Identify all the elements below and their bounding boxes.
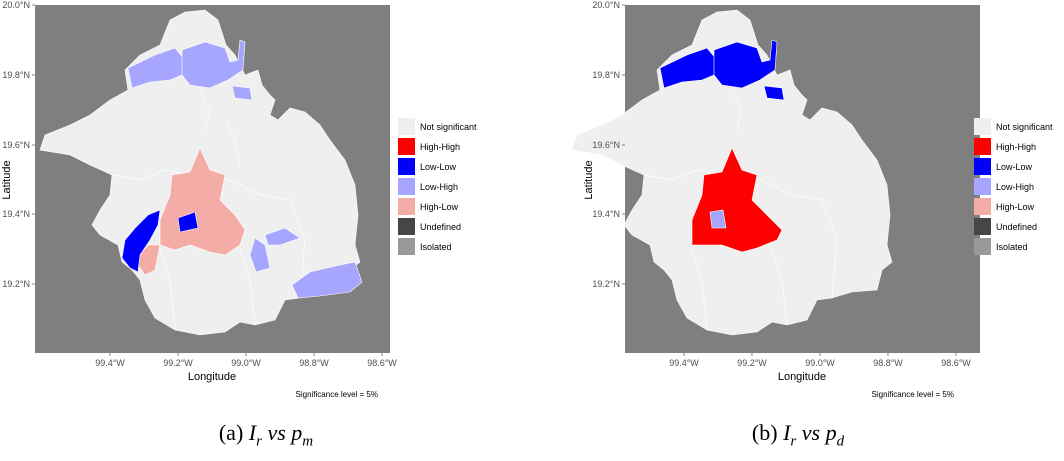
y-axis-title: Latitude <box>583 160 595 199</box>
caption-subscript: m <box>302 433 314 450</box>
y-tick-label: 20.0°N <box>2 0 30 10</box>
caption-prefix: (a) <box>218 420 244 445</box>
region-low-high <box>264 227 301 246</box>
x-tick-label: 99.0°W <box>231 358 261 368</box>
region-low-high <box>231 85 253 101</box>
x-tick-label: 98.8°W <box>873 358 903 368</box>
axis-ticks <box>32 4 383 356</box>
y-tick-label: 19.6°N <box>592 140 620 150</box>
caption-subscript: r <box>256 433 262 450</box>
legend-swatch <box>974 118 991 135</box>
legend-label: Low-Low <box>996 162 1033 172</box>
caption-subscript: r <box>790 433 797 450</box>
caption-b: (b) Ir vs pd <box>532 420 1064 450</box>
caption-subscript: d <box>836 433 845 450</box>
axis-ticks <box>622 4 957 356</box>
caption-vs: vs <box>267 420 286 445</box>
region-low-high <box>249 237 271 273</box>
legend-label: Low-High <box>420 182 458 192</box>
x-tick-label: 98.8°W <box>299 358 329 368</box>
legend-label: Not significant <box>420 122 477 132</box>
legend-swatch <box>398 158 415 175</box>
y-tick-label: 20.0°N <box>592 0 620 10</box>
legend-label: Low-High <box>996 182 1034 192</box>
x-tick-label: 98.6°W <box>367 358 397 368</box>
legend-swatch <box>398 138 415 155</box>
panel-b: 20.0°N 19.8°N 19.6°N 19.4°N 19.2°N 99.4°… <box>532 0 1064 461</box>
y-tick-label: 19.4°N <box>592 209 620 219</box>
caption-var: I <box>783 420 791 445</box>
legend-swatch <box>974 218 991 235</box>
legend-swatch <box>974 198 991 215</box>
region-low-high <box>291 261 363 299</box>
caption-vs: vs <box>801 420 821 445</box>
region-low-low <box>177 211 199 233</box>
legend-swatch <box>974 138 991 155</box>
legend-label: High-High <box>420 142 460 152</box>
legend: Not significant High-High Low-Low Low-Hi… <box>974 118 1053 255</box>
legend-swatch <box>398 198 415 215</box>
lisa-map-a: 20.0°N 19.8°N 19.6°N 19.4°N 19.2°N 99.4°… <box>1 0 477 399</box>
x-tick-label: 98.6°W <box>941 358 971 368</box>
region-low-low <box>713 39 778 89</box>
legend-swatch <box>974 238 991 255</box>
x-axis-title: Longitude <box>778 371 826 383</box>
legend-label: Low-Low <box>420 162 457 172</box>
x-tick-label: 99.4°W <box>669 358 699 368</box>
legend-swatch <box>398 178 415 195</box>
x-tick-label: 99.2°W <box>163 358 193 368</box>
region-high-low <box>134 244 161 276</box>
legend: Not significant High-High Low-Low Low-Hi… <box>398 118 477 255</box>
y-tick-label: 19.2°N <box>592 279 620 289</box>
municipal-borders <box>111 89 306 331</box>
legend-swatch <box>398 238 415 255</box>
y-axis-title: Latitude <box>1 160 13 199</box>
legend-swatch <box>974 158 991 175</box>
legend-swatch <box>974 178 991 195</box>
panel-a: 20.0°N 19.8°N 19.6°N 19.4°N 19.2°N 99.4°… <box>0 0 532 450</box>
legend-label: Isolated <box>996 242 1028 252</box>
y-tick-label: 19.4°N <box>2 209 30 219</box>
legend-label: Undefined <box>996 222 1037 232</box>
region-low-low <box>121 209 161 273</box>
region-low-high <box>181 39 246 89</box>
y-tick-label: 19.6°N <box>2 140 30 150</box>
caption-var: I <box>248 420 257 445</box>
caption-prefix: (b) <box>751 420 778 445</box>
x-tick-label: 99.4°W <box>95 358 125 368</box>
region-low-high <box>709 209 727 229</box>
x-axis-title: Longitude <box>188 371 236 383</box>
legend-label: Not significant <box>996 122 1053 132</box>
significance-note: Significance level = 5% <box>296 390 379 399</box>
legend-swatch <box>398 218 415 235</box>
caption-a: (a) Ir vs pm <box>0 420 532 450</box>
x-tick-label: 99.0°W <box>805 358 835 368</box>
legend-label: Undefined <box>420 222 461 232</box>
region-low-low <box>763 85 785 101</box>
legend-label: High-Low <box>420 202 459 212</box>
legend-label: High-Low <box>996 202 1035 212</box>
y-tick-label: 19.8°N <box>2 70 30 80</box>
significance-note: Significance level = 5% <box>872 390 955 399</box>
caption-var: p <box>291 420 303 445</box>
legend-swatch <box>398 118 415 135</box>
y-tick-label: 19.8°N <box>592 70 620 80</box>
caption-var: p <box>825 420 837 445</box>
legend-label: High-High <box>996 142 1036 152</box>
legend-label: Isolated <box>420 242 452 252</box>
y-tick-label: 19.2°N <box>2 279 30 289</box>
lisa-map-b: 20.0°N 19.8°N 19.6°N 19.4°N 19.2°N 99.4°… <box>571 0 1053 399</box>
x-tick-label: 99.2°W <box>737 358 767 368</box>
